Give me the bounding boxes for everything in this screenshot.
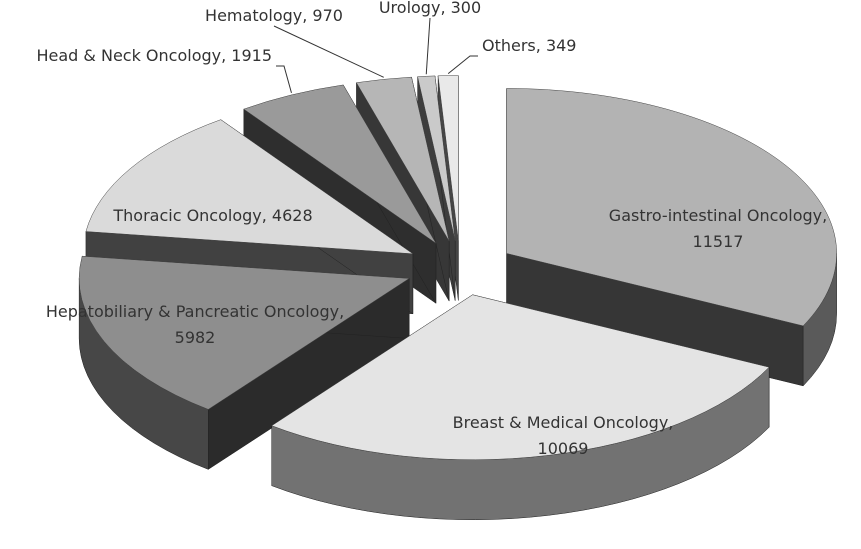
leader-line — [276, 65, 292, 94]
slice — [506, 88, 837, 387]
leader-line — [447, 55, 478, 74]
data-label: Others, 349 — [482, 36, 576, 55]
leader-line — [425, 17, 431, 75]
slice-top — [417, 75, 456, 241]
slice-top — [243, 84, 437, 244]
label-category: Thoracic Oncology — [112, 206, 261, 225]
label-separator: , — [822, 206, 827, 225]
leader-line — [273, 25, 384, 78]
slice-top — [356, 76, 450, 242]
label-category: Hepatobiliary & Pancreatic Oncology — [46, 302, 339, 321]
label-value: 1915 — [231, 46, 272, 65]
slice — [78, 255, 410, 470]
label-value: 349 — [546, 36, 577, 55]
label-category: Head & Neck Oncology — [36, 46, 221, 65]
label-category: Hematology — [205, 6, 302, 25]
label-value: 300 — [451, 0, 482, 17]
label-value: 4628 — [272, 206, 313, 225]
label-separator: , — [668, 413, 673, 432]
slice-top — [271, 294, 770, 460]
label-value: 970 — [312, 6, 343, 25]
label-value: 5982 — [175, 328, 216, 347]
data-label: Thoracic Oncology, 4628 — [112, 206, 312, 225]
data-label: Hematology, 970 — [205, 6, 343, 25]
label-separator: , — [339, 302, 344, 321]
slice-top — [506, 88, 837, 327]
label-separator: , — [262, 206, 272, 225]
label-separator: , — [536, 36, 546, 55]
slice-top — [78, 255, 410, 410]
label-separator: , — [221, 46, 231, 65]
slice-top — [85, 119, 414, 255]
data-label: Urology, 300 — [379, 0, 481, 17]
label-category: Others — [482, 36, 536, 55]
label-value: 11517 — [693, 232, 744, 251]
slice — [271, 294, 770, 520]
label-category: Gastro-intestinal Oncology — [609, 206, 822, 225]
data-label: Head & Neck Oncology, 1915 — [36, 46, 272, 65]
label-separator: , — [440, 0, 450, 17]
label-category: Breast & Medical Oncology — [453, 413, 669, 432]
data-label: Breast & Medical Oncology, 10069 — [453, 413, 674, 458]
label-category: Urology — [379, 0, 441, 17]
label-separator: , — [302, 6, 312, 25]
data-label: Gastro-intestinal Oncology, 11517 — [609, 206, 827, 251]
label-value: 10069 — [538, 439, 589, 458]
slice-top — [437, 75, 459, 241]
data-label: Hepatobiliary & Pancreatic Oncology, 5982 — [46, 302, 344, 347]
